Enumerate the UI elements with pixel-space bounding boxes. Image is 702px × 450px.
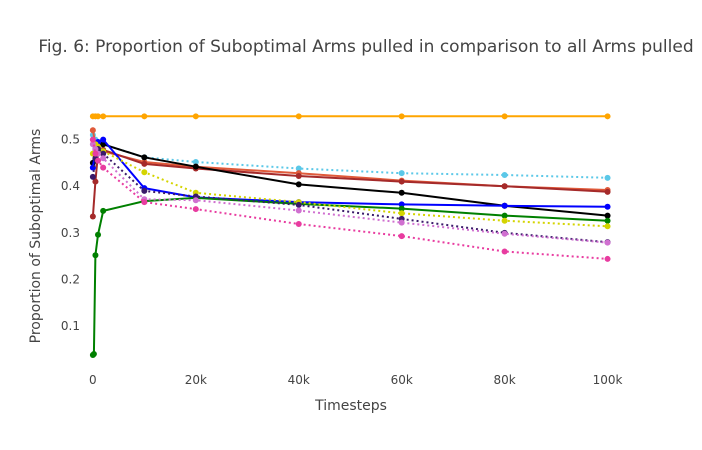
data-point <box>604 217 611 224</box>
data-point <box>141 187 148 194</box>
data-point <box>89 136 96 143</box>
data-point <box>100 150 107 157</box>
data-point <box>100 155 107 162</box>
data-point <box>501 202 508 209</box>
y-axis-title: Proportion of Suboptimal Arms <box>28 129 44 344</box>
y-tick-label: 0.5 <box>61 133 80 147</box>
x-axis-title: Timesteps <box>314 398 387 414</box>
data-point <box>192 163 199 170</box>
data-point <box>604 255 611 262</box>
chart-title: Fig. 6: Proportion of Suboptimal Arms pu… <box>38 37 693 57</box>
y-tick-label: 0.1 <box>61 319 80 333</box>
series-1 <box>89 113 611 120</box>
series-line <box>92 143 608 244</box>
data-point <box>295 181 302 188</box>
data-point <box>604 174 611 181</box>
data-point <box>295 201 302 208</box>
data-point <box>100 207 107 214</box>
data-point <box>141 169 148 176</box>
data-point <box>192 206 199 213</box>
data-point <box>398 178 405 185</box>
data-point <box>141 160 148 167</box>
data-point <box>604 188 611 195</box>
series-line <box>91 138 608 208</box>
x-tick-label: 40k <box>288 373 310 387</box>
data-point <box>604 113 611 120</box>
data-point <box>295 172 302 179</box>
x-tick-label: 100k <box>593 373 623 387</box>
x-tick-label: 0 <box>89 373 97 387</box>
series-line <box>91 143 608 228</box>
data-point <box>604 212 611 219</box>
data-point <box>501 217 508 224</box>
series-line <box>92 134 608 179</box>
series-line <box>91 148 608 217</box>
plot-area <box>89 113 611 358</box>
x-tick-label: 60k <box>391 373 413 387</box>
y-axis-ticks: 0.1 0.2 0.3 0.4 0.5 <box>61 133 80 333</box>
data-point <box>295 220 302 227</box>
data-point <box>295 207 302 214</box>
data-point <box>89 213 96 220</box>
data-point <box>92 178 99 185</box>
data-point <box>501 172 508 179</box>
data-point <box>141 199 148 206</box>
data-point <box>192 197 199 204</box>
data-point <box>295 165 302 172</box>
series-line <box>91 147 608 244</box>
data-point <box>89 127 96 134</box>
data-point <box>398 210 405 217</box>
data-point <box>501 183 508 190</box>
series-line <box>91 139 608 260</box>
series-line <box>92 196 608 356</box>
data-point <box>100 113 107 120</box>
data-point <box>501 248 508 255</box>
data-point <box>501 230 508 237</box>
y-tick-label: 0.3 <box>61 226 80 240</box>
y-tick-label: 0.4 <box>61 179 80 193</box>
data-point <box>89 173 96 180</box>
data-point <box>398 170 405 177</box>
series-line <box>91 130 608 191</box>
y-tick-label: 0.2 <box>61 272 80 286</box>
series-2 <box>89 131 611 181</box>
series-11 <box>89 136 611 262</box>
data-point <box>398 113 405 120</box>
data-point <box>92 252 99 259</box>
data-point <box>398 233 405 240</box>
data-point <box>95 157 102 164</box>
data-point <box>604 223 611 230</box>
data-point <box>95 113 102 120</box>
series-7 <box>89 194 611 358</box>
data-point <box>90 351 97 358</box>
data-point <box>398 219 405 226</box>
data-point <box>141 113 148 120</box>
x-tick-label: 20k <box>185 373 207 387</box>
data-point <box>192 158 199 165</box>
data-point <box>501 113 508 120</box>
x-axis-ticks: 0 20k 40k 60k 80k 100k <box>89 373 622 387</box>
data-point <box>100 136 107 143</box>
data-point <box>100 164 107 171</box>
data-point <box>604 203 611 210</box>
data-point <box>398 205 405 212</box>
data-point <box>295 113 302 120</box>
data-point <box>501 212 508 219</box>
data-point <box>192 113 199 120</box>
data-point <box>398 201 405 208</box>
data-point <box>95 231 102 238</box>
data-point <box>92 150 99 157</box>
data-point <box>141 154 148 161</box>
data-point <box>398 189 405 196</box>
data-point <box>604 239 611 246</box>
x-tick-label: 80k <box>494 373 516 387</box>
